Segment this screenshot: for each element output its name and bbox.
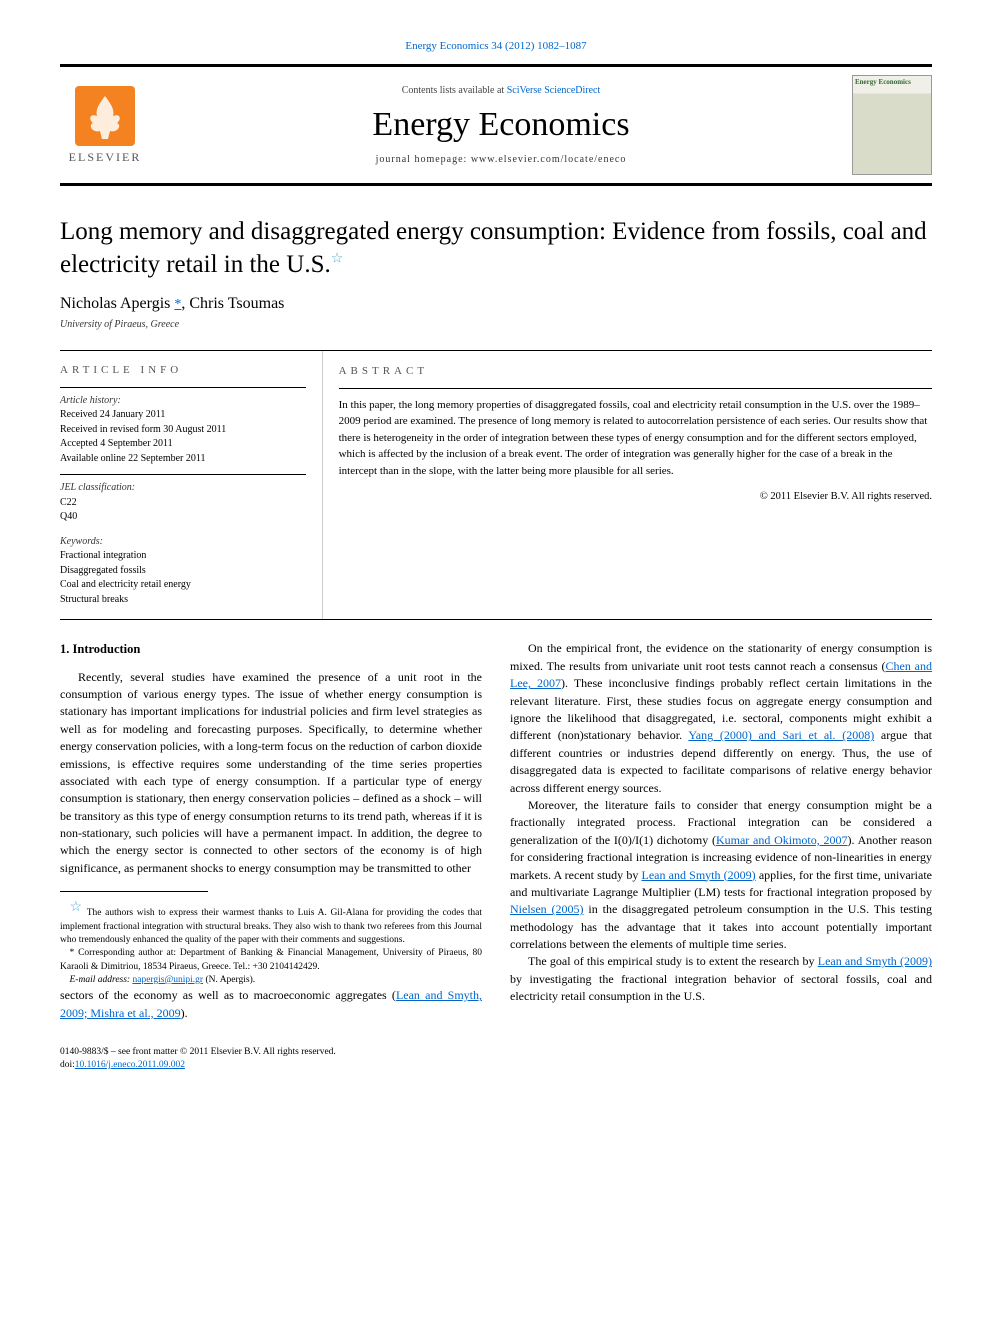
- homepage-url[interactable]: www.elsevier.com/locate/eneco: [471, 154, 627, 165]
- sciencedirect-link[interactable]: SciVerse ScienceDirect: [507, 85, 601, 96]
- journal-cover-thumbnail: Energy Economics: [852, 75, 932, 175]
- history-line: Available online 22 September 2011: [60, 452, 306, 467]
- elsevier-name-label: ELSEVIER: [69, 150, 142, 165]
- body-paragraph: Recently, several studies have examined …: [60, 669, 482, 878]
- contents-available-line: Contents lists available at SciVerse Sci…: [150, 85, 852, 96]
- info-rule: [60, 387, 306, 388]
- abstract-text: In this paper, the long memory propertie…: [339, 397, 932, 480]
- email-suffix: (N. Apergis).: [203, 975, 255, 985]
- history-label: Article history:: [60, 394, 306, 409]
- doi-link[interactable]: 10.1016/j.eneco.2011.09.002: [75, 1060, 185, 1070]
- keyword: Disaggregated fossils: [60, 564, 306, 579]
- p1b-end: ).: [181, 1006, 188, 1020]
- journal-header-box: ELSEVIER Contents lists available at Sci…: [60, 64, 932, 186]
- author-1[interactable]: Nicholas Apergis: [60, 295, 174, 312]
- footnote-separator: [60, 891, 208, 892]
- title-footnote-star-icon: ☆: [331, 251, 344, 266]
- cover-title: Energy Economics: [855, 78, 929, 86]
- p2a-text: On the empirical front, the evidence on …: [510, 641, 932, 672]
- abstract-column: ABSTRACT In this paper, the long memory …: [322, 351, 932, 619]
- journal-name: Energy Economics: [150, 106, 852, 144]
- doi-prefix: doi:: [60, 1060, 75, 1070]
- p1b-text: sectors of the economy as well as to mac…: [60, 988, 396, 1002]
- article-info-column: ARTICLE INFO Article history: Received 2…: [60, 351, 322, 619]
- citation-link[interactable]: Yang (2000) and Sari et al. (2008): [688, 728, 874, 742]
- footnote-thanks: ☆ The authors wish to express their warm…: [60, 898, 482, 947]
- author-2: , Chris Tsoumas: [181, 295, 284, 312]
- jel-code: C22: [60, 496, 306, 511]
- keyword: Structural breaks: [60, 593, 306, 608]
- history-line: Accepted 4 September 2011: [60, 437, 306, 452]
- elsevier-logo: ELSEVIER: [60, 80, 150, 170]
- footnote-corresponding: * Corresponding author at: Department of…: [60, 947, 482, 974]
- p4b-text: by investigating the fractional integrat…: [510, 972, 932, 1003]
- footnote-thanks-text: The authors wish to express their warmes…: [60, 908, 482, 945]
- keyword: Fractional integration: [60, 549, 306, 564]
- homepage-prefix: journal homepage:: [376, 154, 471, 165]
- article-title: Long memory and disaggregated energy con…: [60, 216, 932, 281]
- keyword: Coal and electricity retail energy: [60, 578, 306, 593]
- doi-line: doi:10.1016/j.eneco.2011.09.002: [60, 1059, 932, 1072]
- top-citation-anchor[interactable]: Energy Economics 34 (2012) 1082–1087: [405, 40, 586, 52]
- jel-code: Q40: [60, 510, 306, 525]
- footnote-star-icon: ☆: [70, 900, 84, 915]
- history-line: Received 24 January 2011: [60, 408, 306, 423]
- header-center: Contents lists available at SciVerse Sci…: [150, 85, 852, 165]
- journal-homepage-line: journal homepage: www.elsevier.com/locat…: [150, 154, 852, 165]
- body-paragraph: sectors of the economy as well as to mac…: [60, 987, 482, 1022]
- abstract-heading: ABSTRACT: [339, 363, 932, 380]
- keywords-label: Keywords:: [60, 535, 306, 550]
- article-meta-row: ARTICLE INFO Article history: Received 2…: [60, 350, 932, 620]
- footnotes-block: ☆ The authors wish to express their warm…: [60, 898, 482, 987]
- citation-link[interactable]: Nielsen (2005): [510, 902, 584, 916]
- abstract-copyright: © 2011 Elsevier B.V. All rights reserved…: [339, 489, 932, 505]
- email-link[interactable]: napergis@unipi.gr: [132, 975, 203, 985]
- front-matter-line: 0140-9883/$ – see front matter © 2011 El…: [60, 1046, 932, 1059]
- body-two-column: 1. Introduction Recently, several studie…: [60, 640, 932, 1022]
- article-info-heading: ARTICLE INFO: [60, 363, 306, 379]
- tree-svg-icon: [80, 91, 130, 141]
- info-rule: [60, 474, 306, 475]
- citation-link[interactable]: Lean and Smyth (2009): [642, 868, 756, 882]
- page: Energy Economics 34 (2012) 1082–1087 ELS…: [0, 0, 992, 1113]
- citation-link[interactable]: Lean and Smyth (2009): [818, 954, 932, 968]
- authors-line: Nicholas Apergis *, Chris Tsoumas: [60, 295, 932, 313]
- body-paragraph: On the empirical front, the evidence on …: [510, 640, 932, 797]
- article-title-text: Long memory and disaggregated energy con…: [60, 218, 927, 278]
- body-paragraph: Moreover, the literature fails to consid…: [510, 797, 932, 954]
- citation-link[interactable]: Kumar and Okimoto, 2007: [716, 833, 848, 847]
- footnote-corr-text: Corresponding author at: Department of B…: [60, 948, 482, 971]
- section-1-heading: 1. Introduction: [60, 640, 482, 658]
- history-line: Received in revised form 30 August 2011: [60, 423, 306, 438]
- bottom-bar: 0140-9883/$ – see front matter © 2011 El…: [60, 1046, 932, 1073]
- jel-label: JEL classification:: [60, 481, 306, 496]
- affiliation: University of Piraeus, Greece: [60, 319, 932, 330]
- abstract-rule: [339, 388, 932, 389]
- elsevier-tree-icon: [75, 86, 135, 146]
- footnote-email: E-mail address: napergis@unipi.gr (N. Ap…: [60, 974, 482, 987]
- contents-prefix: Contents lists available at: [402, 85, 507, 96]
- email-label: E-mail address:: [70, 975, 133, 985]
- body-paragraph: The goal of this empirical study is to e…: [510, 953, 932, 1005]
- p4a-text: The goal of this empirical study is to e…: [528, 954, 818, 968]
- top-citation-link[interactable]: Energy Economics 34 (2012) 1082–1087: [60, 40, 932, 52]
